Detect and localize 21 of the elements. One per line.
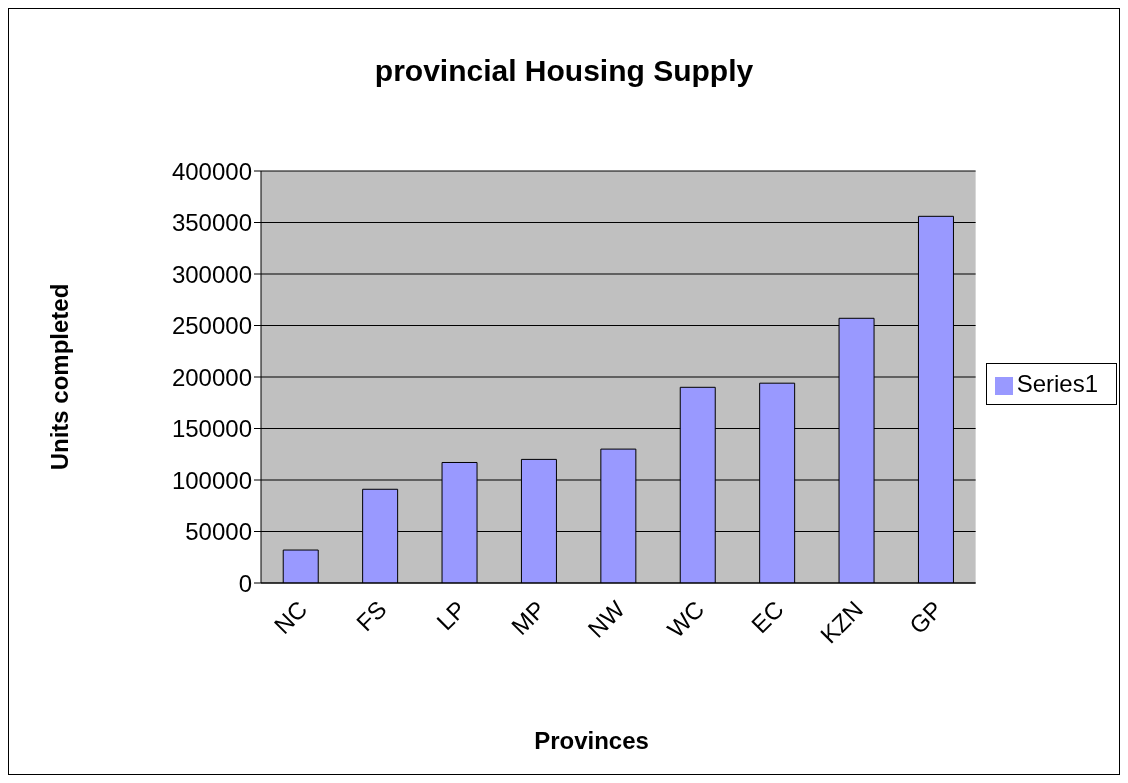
x-tick-label: NW [582,595,631,643]
x-axis-title: Provinces [533,727,650,755]
y-tick-label: 0 [238,569,252,597]
y-tick-label: 400000 [171,157,252,185]
y-tick-label: 100000 [171,466,252,494]
x-tick-label: WC [661,595,710,643]
x-tick-label: FS [350,595,392,637]
legend-label: Series1 [1016,370,1098,397]
x-tick-label: LP [431,595,472,636]
y-tick-label: 350000 [171,209,252,237]
y-tick-label: 150000 [171,415,252,443]
y-axis-title: Units completed [45,283,73,471]
y-tick-label: 50000 [185,518,252,546]
y-tick-label: 250000 [171,312,252,340]
x-tick-label: NC [268,595,313,640]
chart-title: provincial Housing Supply [373,54,755,88]
x-tick-label: EC [746,595,789,639]
y-tick-label: 200000 [171,363,252,391]
x-tick-label: MP [505,595,551,641]
y-tick-label: 300000 [171,260,252,288]
x-tick-label: GP [903,595,948,640]
